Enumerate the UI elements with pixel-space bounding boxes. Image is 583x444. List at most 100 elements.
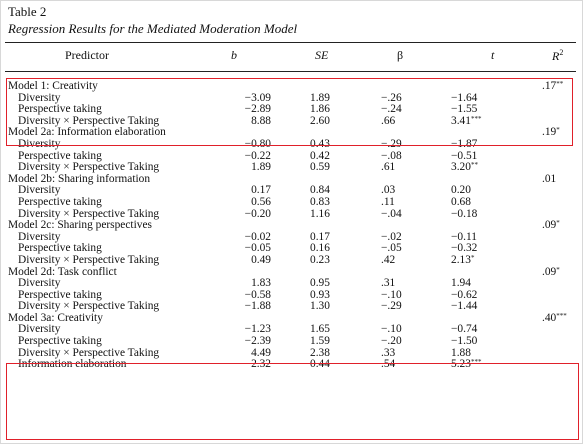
b-cell: 0.49 [251,253,271,266]
predictor-cell: Diversity [18,91,61,104]
beta-cell: −.08 [381,149,402,162]
header-t: t [491,48,495,62]
se-cell: 0.23 [310,253,330,266]
se-cell: 0.16 [310,242,330,255]
t-value: −1.55 [451,103,478,116]
predictor-cell: Diversity [18,137,61,150]
t-value: −0.32 [451,242,478,255]
t-cell: −0.51 [451,149,478,163]
beta-cell: −.04 [381,207,402,220]
r2-significance: ** [556,80,564,88]
b-cell: 0.56 [251,195,271,208]
r2-value: .40 [542,311,557,324]
r2-cell: .01 [542,173,556,186]
t-cell: −0.32 [451,243,477,255]
t-cell: 3.41*** [451,114,482,128]
predictor-cell: Model 2c: Sharing perspectives [8,219,152,232]
t-value: −1.50 [451,335,478,348]
model-heading-row: Model 2b: Sharing information .01 [1,172,583,186]
model-heading-row: Model 2c: Sharing perspectives .09* [1,219,583,232]
predictor-cell: Perspective taking [18,288,102,301]
predictor-cell: Diversity [18,184,61,197]
beta-cell: .66 [381,114,396,127]
r2-cell: .17** [542,80,564,93]
model-heading-row: Model 2d: Task conflict .09* [1,265,583,279]
t-value: −0.11 [451,230,477,243]
b-cell: −0.80 [244,137,271,150]
beta-cell: .11 [381,195,395,208]
t-significance: * [470,253,475,262]
beta-cell: −.05 [381,242,402,255]
se-cell: 0.43 [310,137,330,150]
t-value: 5.23 [451,358,471,371]
header-r2: R2 [552,48,563,64]
header-se: SE [315,48,329,62]
beta-cell: .03 [381,184,396,197]
b-cell: 8.88 [251,114,271,127]
r2-value: .19 [542,126,557,139]
predictor-cell: Diversity × Perspective Taking [18,300,160,313]
predictor-cell: Diversity × Perspective Taking [18,207,160,220]
se-cell: 2.60 [310,114,330,127]
r2-value: .09 [542,219,557,232]
predictor-cell: Perspective taking [18,149,102,162]
t-cell: 5.23*** [451,358,482,371]
predictor-cell: Model 3a: Creativity [8,311,103,324]
r2-significance: * [556,126,560,135]
predictor-cell: Perspective taking [18,242,102,255]
t-significance: *** [470,114,482,123]
b-cell: −0.05 [244,242,271,255]
t-value: −1.44 [451,300,478,313]
predictor-cell: Diversity [18,277,61,290]
b-cell: −2.89 [244,103,271,116]
beta-cell: −.02 [381,230,402,243]
table-row: Diversity 0.17 0.84 .03 0.20 [1,185,583,197]
t-value: 2.13 [451,253,471,266]
b-cell: 1.83 [251,277,271,290]
t-value: 1.88 [451,346,471,359]
r2-significance: * [556,219,560,228]
model-heading-row: Model 3a: Creativity .40*** [1,311,583,325]
beta-cell: −.24 [381,103,402,116]
beta-cell: .61 [381,161,396,174]
t-significance: ** [470,161,478,170]
model-heading-row: Model 1: Creativity .17** [1,80,583,93]
t-cell: −0.62 [451,289,477,302]
t-significance: *** [470,358,482,367]
t-value: −0.18 [451,207,478,220]
b-cell: −0.02 [244,230,271,243]
t-value: −0.51 [451,149,478,162]
beta-cell: −.10 [381,288,402,301]
header-rule [5,71,576,72]
t-cell: 1.94 [451,277,471,290]
t-cell: 2.13* [451,253,475,267]
beta-cell: .42 [381,253,396,266]
predictor-cell: Model 2b: Sharing information [8,172,151,185]
predictor-cell: Diversity [18,323,61,336]
predictor-cell: Model 2d: Task conflict [8,265,117,278]
b-cell: −0.22 [244,149,271,162]
r2-cell: .09* [542,219,560,232]
se-cell: 0.83 [310,195,330,208]
predictor-cell: Perspective taking [18,195,102,208]
t-cell: 0.68 [451,196,471,209]
t-value: 3.41 [451,114,471,127]
table-title: Regression Results for the Mediated Mode… [8,21,298,36]
header-r2-label: R [552,49,560,63]
t-cell: 0.20 [451,185,471,197]
table-row: Information elaboration 2.32 0.44 .54 5.23**… [1,358,583,371]
se-cell: 2.38 [310,346,330,359]
se-cell: 0.44 [310,358,330,371]
se-cell: 1.16 [310,207,330,220]
t-cell: −1.64 [451,92,477,105]
beta-cell: .31 [381,277,396,290]
highlight-box-model-3a [6,363,579,440]
b-cell: 0.17 [251,184,271,197]
b-cell: −0.58 [244,288,271,301]
table-row: Diversity × Perspective Taking −0.20 1.16 −… [1,207,583,221]
se-cell: 0.17 [310,230,330,243]
predictor-cell: Diversity × Perspective Taking [18,114,160,127]
predictor-cell: Perspective taking [18,335,102,348]
t-value: 3.20 [451,161,471,174]
